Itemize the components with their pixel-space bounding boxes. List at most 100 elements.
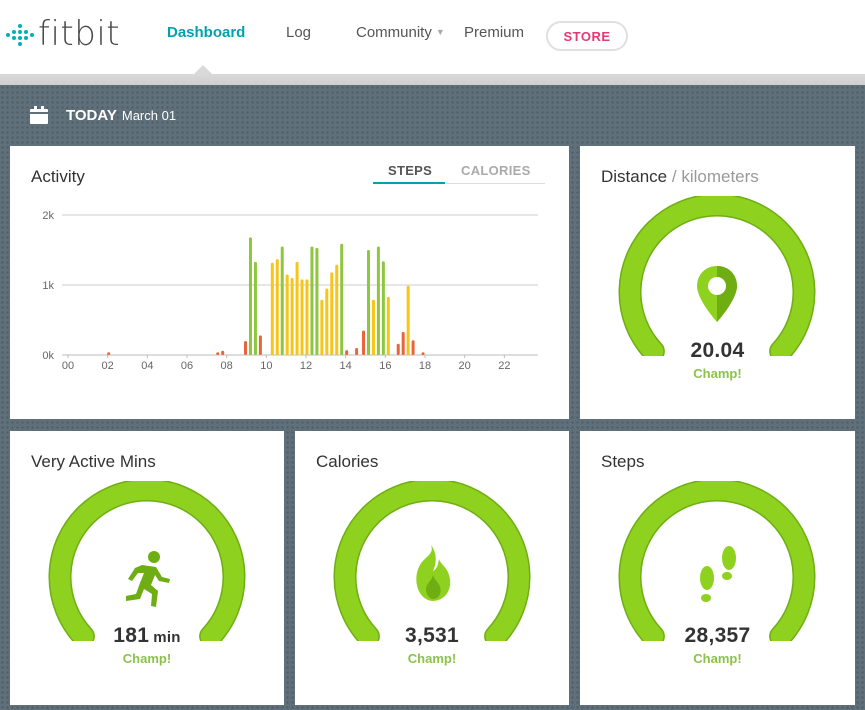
chart-bar — [253, 261, 257, 355]
chart-bar — [305, 279, 309, 355]
y-tick-label: 1k — [42, 280, 54, 292]
active-mins-value: 181 — [113, 624, 150, 647]
map-pin-icon — [697, 266, 737, 322]
chevron-down-icon: ▼ — [435, 27, 445, 37]
steps-value: 28,357 — [684, 624, 751, 647]
chart-bar — [411, 340, 415, 355]
nav-community-label: Community — [356, 24, 432, 41]
gauge-arc-fill — [335, 481, 529, 641]
x-tick-label: 02 — [102, 360, 114, 372]
tab-underline — [445, 183, 545, 184]
chart-bar — [381, 261, 385, 355]
chart-bar — [248, 237, 252, 355]
distance-card[interactable]: Distance / kilometers 20.04 Champ! — [580, 146, 855, 419]
today-date: March 01 — [121, 107, 177, 123]
chart-bar — [386, 296, 390, 355]
distance-gauge — [618, 196, 816, 356]
distance-value: 20.04 — [690, 339, 745, 362]
steps-gauge-arc — [618, 481, 816, 641]
chart-bar — [216, 352, 220, 355]
very-active-mins-card[interactable]: Very Active Mins 181 min Champ! — [10, 431, 284, 705]
active-nav-indicator — [193, 65, 213, 75]
flame-icon — [416, 545, 451, 601]
x-tick-label: 00 — [62, 360, 74, 372]
chart-bar — [371, 299, 375, 355]
steps-card[interactable]: Steps 28,357 Champ! — [580, 431, 855, 705]
chart-bar — [280, 246, 284, 355]
active-mins-title: Very Active Mins — [31, 452, 156, 471]
distance-label: Distance — [601, 167, 668, 186]
nav-log[interactable]: Log — [286, 24, 312, 41]
chart-bar — [330, 272, 334, 355]
footprints-icon — [700, 546, 736, 602]
chart-bar — [421, 352, 425, 355]
chart-bar — [295, 261, 299, 355]
fitbit-logo[interactable]: fitbit — [6, 14, 120, 54]
y-tick-label: 0k — [42, 350, 54, 362]
chart-bar — [325, 288, 329, 355]
chart-bar — [244, 341, 248, 355]
store-button[interactable]: STORE — [546, 21, 628, 51]
calories-status: Champ! — [407, 651, 457, 666]
chart-bar — [270, 262, 274, 355]
active-mins-unit: min — [153, 629, 181, 646]
tab-active-underline — [373, 182, 445, 184]
x-tick-label: 18 — [419, 360, 431, 372]
tab-steps[interactable]: STEPS — [388, 163, 433, 178]
active-mins-status: Champ! — [122, 651, 172, 666]
gauge-arc-fill — [620, 196, 814, 356]
chart-bar — [396, 343, 400, 355]
nav-divider — [0, 74, 865, 85]
chart-bar — [320, 299, 324, 355]
chart-bar — [285, 274, 289, 355]
chart-bar — [300, 279, 304, 355]
x-tick-label: 10 — [260, 360, 272, 372]
x-tick-label: 06 — [181, 360, 193, 372]
gauge-arc-fill — [620, 481, 814, 641]
x-tick-label: 16 — [379, 360, 391, 372]
steps-title: Steps — [601, 452, 645, 471]
nav-community[interactable]: Community ▼ — [356, 24, 445, 41]
steps-status: Champ! — [693, 651, 742, 666]
chart-bar — [366, 250, 370, 355]
distance-title: Distance / kilometers — [601, 167, 759, 187]
chart-bar — [355, 348, 359, 355]
activity-title: Activity — [31, 167, 85, 186]
running-person-icon — [126, 551, 170, 607]
chart-bar — [376, 246, 380, 355]
active-mins-gauge — [48, 481, 246, 641]
active-mins-gauge-arc — [48, 481, 246, 641]
activity-steps-chart[interactable]: 0k 1k 2k 00 02 04 06 08 10 12 14 16 18 20 22 — [10, 146, 569, 419]
logo-text: fitbit — [38, 14, 121, 54]
chart-bar — [258, 335, 262, 355]
chart-bar — [290, 278, 294, 355]
calories-card[interactable]: Calories 3,531 Champ! — [295, 431, 569, 705]
distance-status: Champ! — [693, 366, 742, 381]
activity-tabs: STEPS CALORIES — [373, 163, 545, 184]
calories-gauge-arc — [333, 481, 531, 641]
date-selector[interactable]: TODAY March 01 — [30, 106, 176, 124]
chart-bar — [107, 352, 111, 355]
distance-gauge-arc — [618, 196, 816, 356]
nav-dashboard[interactable]: Dashboard — [167, 24, 246, 41]
active-mins-value-row: 181 min — [10, 624, 284, 648]
tab-calories[interactable]: CALORIES — [461, 163, 531, 178]
today-label: TODAY — [66, 106, 117, 124]
x-tick-label: 20 — [459, 360, 471, 372]
calories-title: Calories — [316, 452, 379, 471]
x-tick-label: 22 — [498, 360, 510, 372]
activity-card[interactable]: Activity STEPS CALORIES 0k 1k 2k 00 02 04 06 08… — [10, 146, 569, 419]
gauge-arc-fill — [50, 481, 244, 641]
chart-bar — [315, 247, 319, 355]
chart-bar — [310, 246, 314, 355]
chart-bar — [335, 264, 339, 355]
distance-unit: / kilometers — [671, 167, 759, 186]
nav-premium[interactable]: Premium — [464, 24, 525, 41]
chart-bar — [275, 259, 279, 355]
top-navigation-bar: fitbit Dashboard Log Community ▼ Premium … — [0, 0, 865, 75]
x-tick-label: 08 — [221, 360, 233, 372]
calories-value: 3,531 — [404, 624, 460, 647]
chart-bar — [340, 243, 344, 355]
x-tick-label: 04 — [141, 360, 153, 372]
calories-gauge — [333, 481, 531, 641]
